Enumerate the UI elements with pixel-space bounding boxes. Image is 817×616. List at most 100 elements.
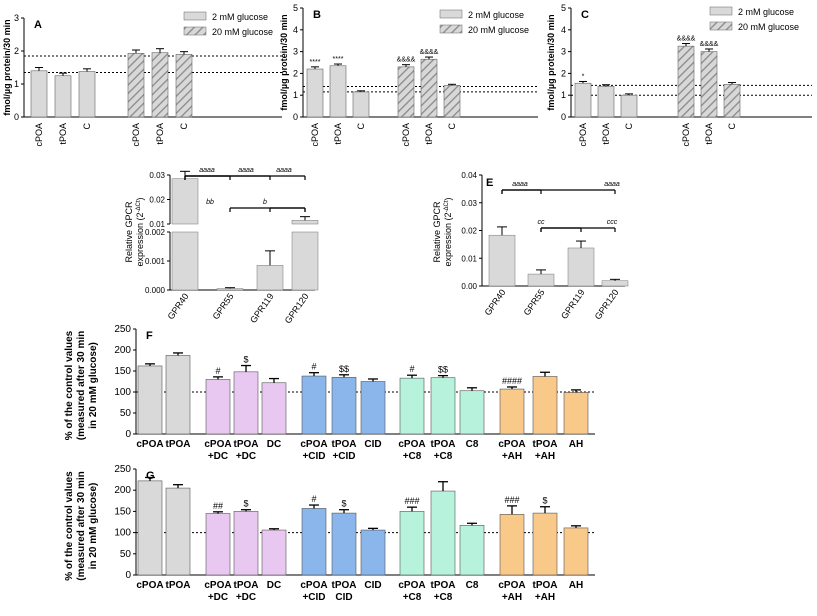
bar bbox=[597, 86, 615, 118]
x-tick-label: AH bbox=[569, 580, 583, 591]
bar bbox=[329, 65, 347, 118]
y-tick-label: 150 bbox=[114, 506, 131, 517]
y-axis-label: % of the control values bbox=[64, 471, 75, 581]
x-tick-label: C bbox=[727, 123, 737, 130]
y-axis-label: (measured after 30 min bbox=[76, 331, 87, 441]
significance-mark: ### bbox=[404, 496, 419, 506]
significance-mark: $ bbox=[542, 496, 547, 506]
legend-label-low: 2 mM glucose bbox=[468, 10, 524, 20]
significance-mark: #### bbox=[502, 376, 522, 386]
panel-label: A bbox=[34, 19, 42, 31]
bar bbox=[30, 70, 48, 118]
bar bbox=[256, 265, 284, 291]
y-tick-label: 0.01 bbox=[149, 220, 165, 229]
y-tick-label: 0.02 bbox=[461, 227, 477, 236]
x-tick-label: cPOA bbox=[310, 123, 320, 147]
y-tick-label: 0 bbox=[125, 429, 131, 440]
x-tick-label: cPOA bbox=[398, 580, 425, 591]
y-axis-label: in 20 mM glucose) bbox=[88, 342, 99, 429]
legend-label-low: 2 mM glucose bbox=[738, 7, 794, 17]
legend-swatch-high bbox=[439, 24, 463, 34]
x-tick-label: CID bbox=[335, 592, 352, 603]
bar bbox=[397, 66, 415, 118]
x-tick-label: +C8 bbox=[403, 451, 422, 462]
x-tick-label: cPOA bbox=[300, 439, 327, 450]
panel-F: 0 50 100 150 200 250 F % of the control values(… bbox=[64, 324, 595, 462]
panel-label: F bbox=[146, 330, 153, 342]
y-tick-label: 250 bbox=[114, 464, 131, 475]
bar bbox=[677, 45, 695, 118]
x-tick-label: cPOA bbox=[498, 439, 525, 450]
x-tick-label: C bbox=[447, 123, 457, 130]
bar bbox=[301, 508, 327, 576]
significance-mark: # bbox=[311, 362, 316, 372]
bar bbox=[261, 382, 287, 435]
x-tick-label: AH bbox=[569, 439, 583, 450]
x-tick-label: cPOA bbox=[131, 123, 141, 147]
x-tick-label: +DC bbox=[236, 592, 256, 603]
bar bbox=[399, 377, 425, 435]
significance-mark: &&&& bbox=[700, 41, 719, 48]
bar bbox=[331, 512, 357, 576]
legend-label-low: 2 mM glucose bbox=[212, 12, 268, 22]
x-tick-label: tPOA bbox=[332, 439, 357, 450]
y-tick-label: 1 bbox=[14, 79, 19, 89]
bar bbox=[499, 388, 525, 435]
x-tick-label: cPOA bbox=[401, 123, 411, 147]
bar bbox=[205, 379, 231, 435]
bar bbox=[567, 247, 595, 287]
x-tick-label: +CID bbox=[332, 451, 355, 462]
y-tick-label: 0 bbox=[125, 570, 131, 581]
bar bbox=[430, 490, 456, 576]
y-axis-label: % of the control values bbox=[64, 330, 75, 440]
y-tick-label: 4 bbox=[293, 25, 298, 35]
significance-label: ccc bbox=[607, 219, 618, 226]
x-tick-label: cPOA bbox=[204, 580, 231, 591]
bar bbox=[205, 513, 231, 576]
significance-mark: $$ bbox=[438, 365, 448, 375]
significance-mark: ## bbox=[213, 501, 223, 511]
x-tick-label: tPOA bbox=[424, 123, 434, 145]
y-tick-label: 3 bbox=[293, 47, 298, 57]
y-tick-label: 100 bbox=[114, 528, 131, 539]
legend-swatch-low bbox=[709, 6, 733, 16]
y-tick-label: 2 bbox=[561, 68, 566, 78]
x-tick-label: tPOA bbox=[431, 439, 456, 450]
panel-E: 0.00 0.01 0.02 0.03 0.04 E Relative GPCR expres… bbox=[432, 171, 629, 321]
significance-label: b bbox=[263, 199, 267, 206]
x-tick-label: cPOA bbox=[34, 123, 44, 147]
y-tick-label: 0 bbox=[14, 112, 19, 122]
bar bbox=[443, 85, 461, 118]
bar bbox=[574, 82, 592, 118]
x-tick-label: cPOA bbox=[204, 439, 231, 450]
legend-swatch-high bbox=[709, 21, 733, 31]
significance-mark: $ bbox=[243, 499, 248, 509]
significance-label: aaaa bbox=[238, 167, 254, 174]
bar bbox=[700, 51, 718, 118]
x-tick-label: +AH bbox=[535, 592, 555, 603]
panel-label: C bbox=[581, 9, 589, 21]
y-axis-label: Relative GPCR bbox=[124, 201, 134, 263]
panel-B: 0 1 2 3 4 5 fmol/µg protein/30 min B **** cPOA ***… bbox=[279, 3, 538, 147]
x-tick-label: tPOA bbox=[533, 580, 558, 591]
x-tick-label: CID bbox=[364, 439, 381, 450]
x-tick-label: cPOA bbox=[136, 439, 163, 450]
x-tick-label: +CID bbox=[302, 592, 325, 603]
significance-label: aaaa bbox=[512, 181, 528, 188]
x-tick-label: tPOA bbox=[166, 580, 191, 591]
bar bbox=[137, 480, 163, 576]
bar bbox=[420, 58, 438, 118]
bar bbox=[352, 91, 370, 118]
x-tick-label: cPOA bbox=[136, 580, 163, 591]
x-tick-label: tPOA bbox=[58, 123, 68, 145]
significance-mark: **** bbox=[333, 56, 344, 63]
y-tick-label: 0 bbox=[293, 112, 298, 122]
y-tick-label: 50 bbox=[120, 408, 132, 419]
x-tick-label: +AH bbox=[535, 451, 555, 462]
x-tick-label: tPOA bbox=[166, 439, 191, 450]
panel-G: 0 50 100 150 200 250 G % of the control values(… bbox=[64, 464, 595, 603]
x-tick-label: DC bbox=[267, 439, 281, 450]
significance-mark: &&&& bbox=[420, 49, 439, 56]
x-tick-label: tPOA bbox=[155, 123, 165, 145]
